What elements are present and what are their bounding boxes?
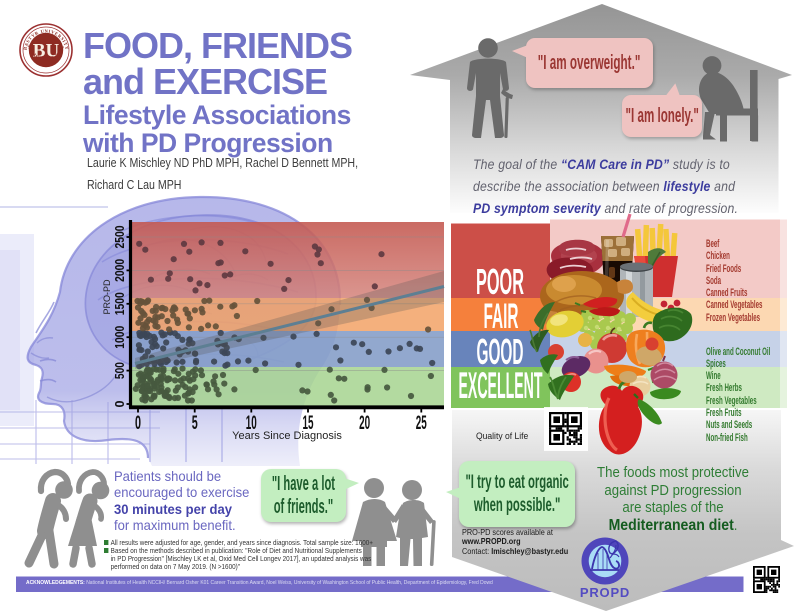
svg-text:GOOD: GOOD xyxy=(477,331,524,372)
svg-text:0: 0 xyxy=(135,413,141,434)
svg-text:BU: BU xyxy=(33,41,60,62)
svg-text:POOR: POOR xyxy=(476,261,524,302)
svg-text:15: 15 xyxy=(303,413,314,434)
svg-text:FAIR: FAIR xyxy=(484,297,519,336)
svg-text:500: 500 xyxy=(112,362,127,379)
svg-text:EXCELLENT: EXCELLENT xyxy=(459,365,543,406)
svg-text:10: 10 xyxy=(246,413,257,434)
svg-text:5: 5 xyxy=(192,413,198,434)
svg-text:25: 25 xyxy=(416,413,427,434)
svg-text:20: 20 xyxy=(359,413,370,434)
svg-text:2500: 2500 xyxy=(112,226,127,249)
svg-text:2000: 2000 xyxy=(112,259,127,282)
svg-text:0: 0 xyxy=(112,401,127,408)
svg-text:Years Since Diagnosis: Years Since Diagnosis xyxy=(232,430,342,442)
svg-text:1500: 1500 xyxy=(112,292,127,315)
svg-text:1000: 1000 xyxy=(112,326,127,349)
svg-text:PRO-PD: PRO-PD xyxy=(102,279,112,315)
